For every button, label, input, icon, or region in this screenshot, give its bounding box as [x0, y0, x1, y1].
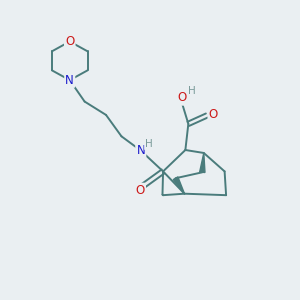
- Polygon shape: [173, 177, 184, 194]
- Text: H: H: [145, 139, 153, 149]
- Text: H: H: [188, 86, 196, 96]
- Text: O: O: [65, 35, 74, 48]
- Text: N: N: [65, 74, 74, 87]
- Text: N: N: [136, 144, 145, 157]
- Text: O: O: [209, 108, 218, 122]
- Text: O: O: [136, 184, 145, 197]
- Polygon shape: [200, 153, 205, 172]
- Text: O: O: [177, 92, 186, 104]
